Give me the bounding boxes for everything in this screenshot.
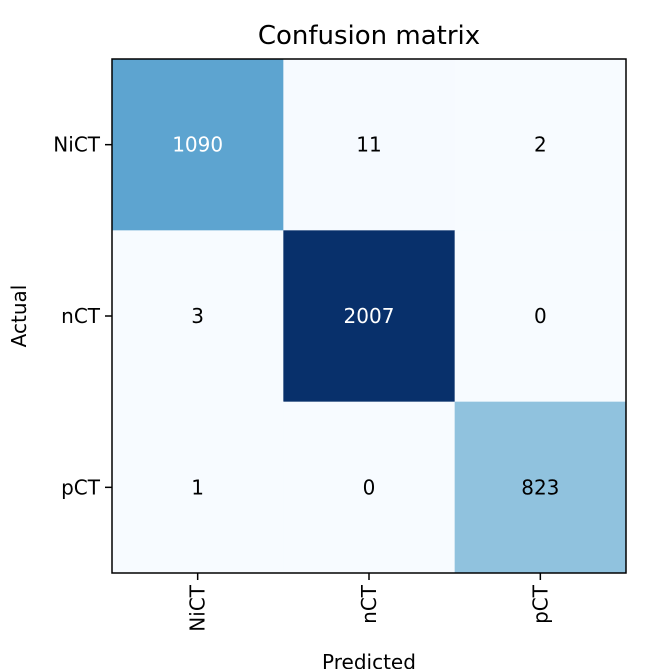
heatmap-cell [283,401,456,574]
heatmap-cell [283,230,456,403]
cell-value-label: 3 [191,304,204,328]
x-axis-ticks: NiCT nCT pCT [186,573,552,632]
y-tick-label: pCT [61,475,101,499]
heatmap-cells [112,59,627,574]
cell-value-label: 2 [534,133,547,157]
chart-title: Confusion matrix [258,21,480,51]
heatmap-cell [454,230,627,403]
heatmap-cell [283,59,456,231]
heatmap-cell-labels: 1090 11 2 3 2007 0 1 0 823 [172,133,559,500]
x-tick-label: pCT [528,584,552,624]
cell-value-label: 1 [191,475,204,499]
heatmap-cell [112,401,284,574]
heatmap-cell [112,230,284,403]
x-tick-label: NiCT [186,584,210,631]
heatmap-cell [454,59,627,231]
cell-value-label: 11 [356,133,381,157]
cell-value-label: 2007 [344,304,395,328]
y-axis-ticks: NiCT nCT pCT [53,133,112,499]
y-axis-label: Actual [7,285,31,348]
y-tick-label: nCT [61,304,101,328]
heatmap-cell [112,59,284,231]
y-tick-label: NiCT [53,133,100,157]
heatmap-cell [454,401,627,574]
cell-value-label: 0 [534,304,547,328]
cell-value-label: 823 [521,475,559,499]
cell-value-label: 0 [363,475,376,499]
x-axis-label: Predicted [322,650,416,669]
x-tick-label: nCT [357,584,381,624]
cell-value-label: 1090 [172,133,223,157]
